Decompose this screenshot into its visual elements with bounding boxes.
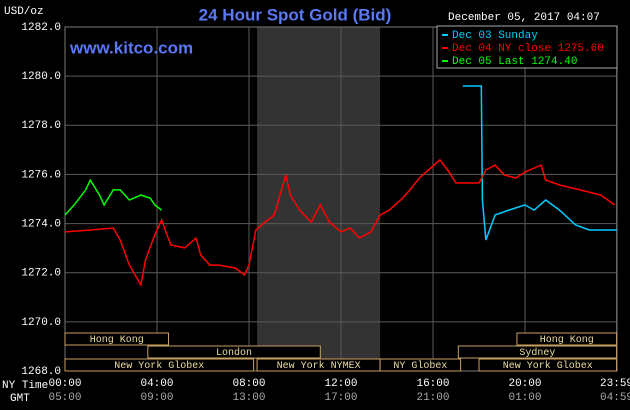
session-label: Hong Kong: [90, 335, 144, 346]
session-label: New York Globex: [114, 360, 204, 372]
session-label: London: [216, 347, 252, 359]
x-gmt-label: 09:00: [140, 392, 173, 404]
session-box: [379, 358, 462, 372]
x-gmt-label: 13:00: [232, 392, 265, 404]
session-label: New York NYMEX: [277, 360, 361, 372]
price-line: [462, 85, 617, 241]
y-tick-label: 1270.0: [21, 317, 61, 329]
legend-label: Dec 04 NY close 1275.60: [452, 43, 604, 55]
session-box: [457, 345, 618, 359]
x-gmt-label: 04:59: [600, 392, 630, 404]
y-tick-label: 1276.0: [21, 169, 61, 181]
session-box: [64, 358, 255, 372]
chart-title: 24 Hour Spot Gold (Bid): [199, 5, 392, 24]
session-label: Hong Kong: [540, 335, 594, 346]
price-line: [64, 178, 163, 216]
x-tick-label: 23:59: [600, 378, 630, 390]
session-box: [147, 345, 321, 359]
x-tick-label: 12:00: [324, 378, 357, 390]
session-label: New York Globex: [503, 360, 593, 372]
legend-label: Dec 03 Sunday: [452, 30, 538, 42]
y-tick-label: 1282.0: [21, 22, 61, 34]
session-label: Sydney: [519, 347, 555, 359]
session-box: [516, 332, 618, 346]
timestamp: December 05, 2017 04:07: [448, 12, 600, 24]
session-box: [478, 358, 618, 372]
y-tick-label: 1274.0: [21, 218, 61, 230]
x-tick-label: 08:00: [232, 378, 265, 390]
y-tick-label: 1272.0: [21, 268, 61, 280]
y-tick-label: 1278.0: [21, 120, 61, 132]
x-gmt-label: 05:00: [48, 392, 81, 404]
x-gmt-label: 01:00: [508, 392, 541, 404]
shaded-band: [257, 27, 381, 371]
session-box: [64, 332, 169, 346]
legend-box: [436, 25, 618, 69]
x-tick-label: 20:00: [508, 378, 541, 390]
session-label: NY Globex: [393, 360, 447, 372]
x-gmt-label: 17:00: [324, 392, 357, 404]
site-label: www.kitco.com: [69, 38, 193, 57]
x-tick-label: 00:00: [48, 378, 81, 390]
y-unit: USD/oz: [4, 6, 44, 18]
x-gmt-label: 21:00: [416, 392, 449, 404]
x-row-label: GMT: [10, 393, 30, 405]
x-row-label: NY Time: [2, 380, 48, 392]
price-line: [64, 158, 616, 288]
x-tick-label: 16:00: [416, 378, 449, 390]
legend-label: Dec 05 Last 1274.40: [452, 56, 577, 68]
y-tick-label: 1280.0: [21, 71, 61, 83]
y-tick-label: 1268.0: [21, 366, 61, 378]
x-tick-label: 04:00: [140, 378, 173, 390]
